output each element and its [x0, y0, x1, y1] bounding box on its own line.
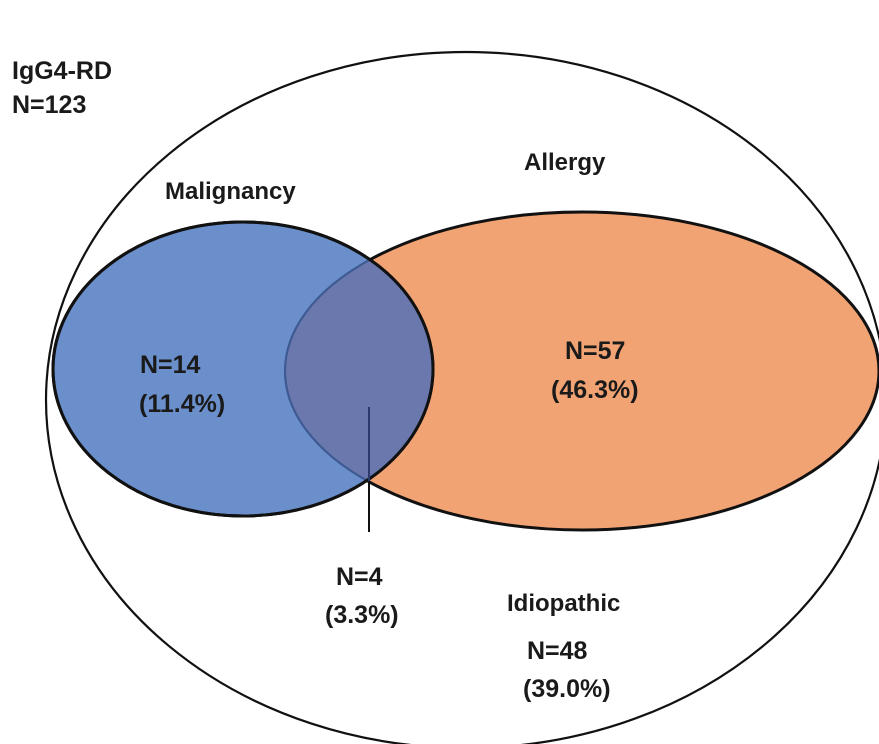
- allergy-count: N=57: [565, 337, 625, 365]
- malignancy-count: N=14: [140, 351, 201, 379]
- overlap-percent: (3.3%): [325, 601, 399, 629]
- allergy-percent: (46.3%): [551, 376, 639, 404]
- malignancy-label: Malignancy: [165, 178, 296, 205]
- malignancy-percent: (11.4%): [139, 390, 225, 418]
- overlap-region: [283, 222, 433, 516]
- allergy-label: Allergy: [524, 149, 606, 176]
- universe-circle: [45, 51, 879, 744]
- idiopathic-percent: (39.0%): [523, 675, 611, 703]
- total-count: N=123: [12, 91, 86, 119]
- malignancy-outline: [51, 220, 435, 518]
- total-set-name: IgG4-RD: [12, 57, 112, 85]
- idiopathic-count: N=48: [527, 637, 588, 665]
- idiopathic-label: Idiopathic: [507, 590, 620, 617]
- overlap-count: N=4: [336, 563, 383, 591]
